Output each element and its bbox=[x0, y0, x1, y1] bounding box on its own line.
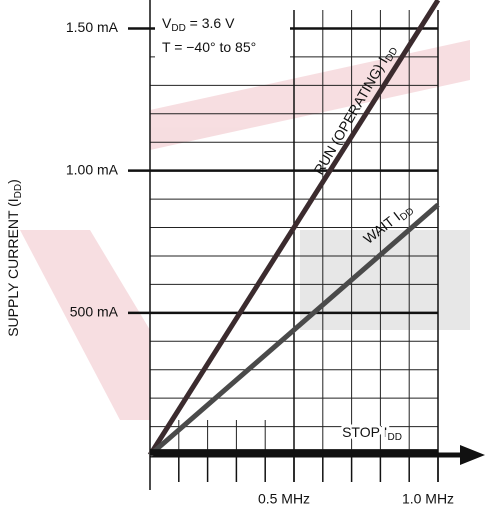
annotation-bg bbox=[155, 8, 290, 60]
subscript: DD bbox=[13, 184, 24, 198]
x-axis-arrow bbox=[460, 445, 485, 465]
series-line bbox=[148, 202, 440, 457]
label-part: V bbox=[162, 15, 172, 31]
label-part: SUPPLY CURRENT (I bbox=[5, 198, 21, 336]
label-part: STOP I bbox=[342, 424, 387, 440]
subscript: DD bbox=[387, 432, 401, 443]
x-tick-label: 0.5 MHz bbox=[258, 491, 310, 507]
label: VDD = 3.6 V bbox=[162, 15, 235, 34]
label-part: = 3.6 V bbox=[186, 15, 235, 31]
label: SUPPLY CURRENT (IDD) bbox=[5, 179, 24, 337]
label: STOP IDD bbox=[342, 424, 402, 443]
series-line bbox=[147, 0, 441, 457]
y-tick-label: 1.00 mA bbox=[66, 161, 119, 177]
label: T = −40° to 85° bbox=[162, 39, 256, 55]
x-tick-label: 1.0 MHz bbox=[402, 491, 454, 507]
y-tick-label: 500 mA bbox=[70, 304, 119, 320]
y-tick-label: 1.50 mA bbox=[66, 19, 119, 35]
watermark bbox=[20, 40, 470, 420]
label-part: ) bbox=[5, 179, 21, 184]
subscript: DD bbox=[171, 23, 185, 34]
label-part: T = −40° to 85° bbox=[162, 39, 256, 55]
